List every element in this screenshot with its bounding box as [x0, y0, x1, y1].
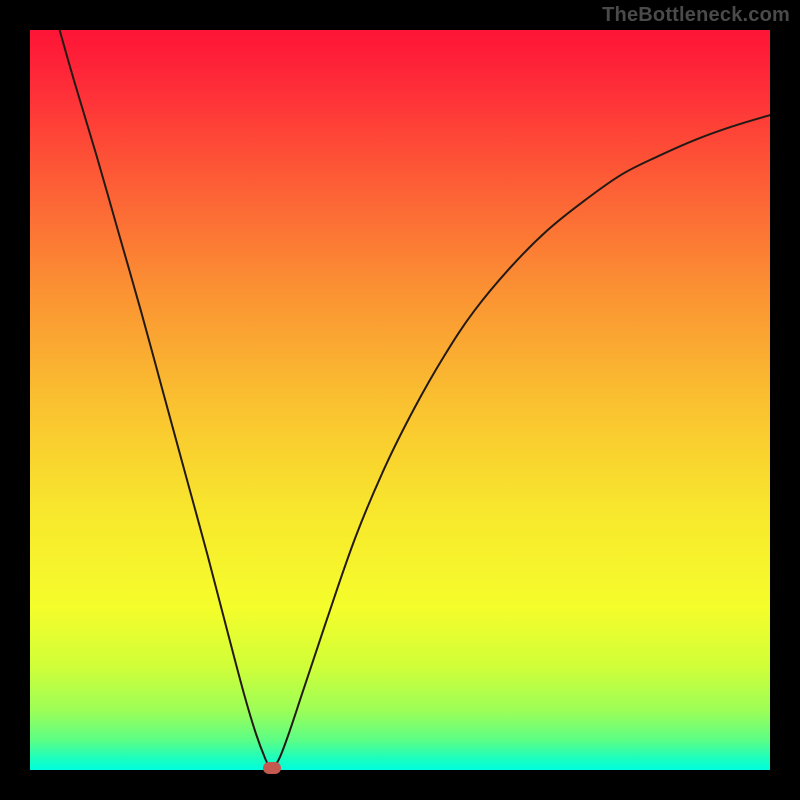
chart-plot-area	[30, 30, 770, 770]
bottleneck-curve	[30, 30, 770, 770]
minimum-marker	[263, 762, 281, 774]
watermark-text: TheBottleneck.com	[602, 4, 790, 27]
